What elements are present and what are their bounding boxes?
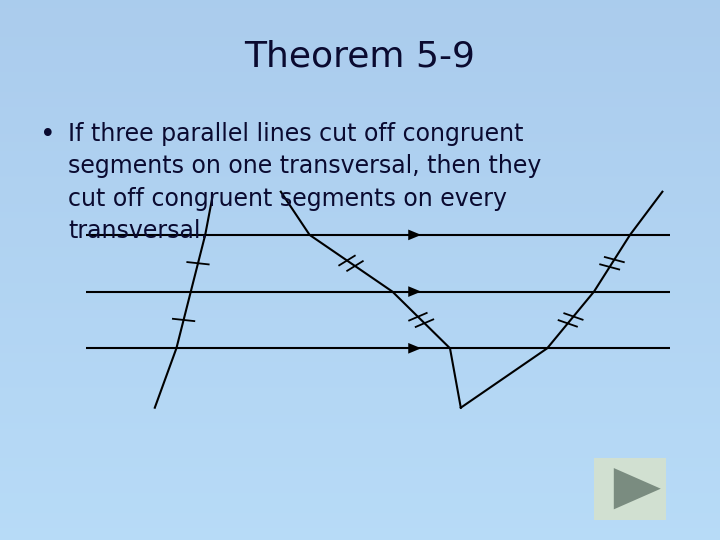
Polygon shape: [408, 230, 421, 240]
Polygon shape: [614, 468, 661, 509]
Polygon shape: [408, 343, 421, 354]
Polygon shape: [408, 286, 421, 297]
Text: Theorem 5-9: Theorem 5-9: [245, 40, 475, 73]
Text: If three parallel lines cut off congruent
segments on one transversal, then they: If three parallel lines cut off congruen…: [68, 122, 541, 243]
Text: •: •: [40, 122, 55, 147]
Bar: [594, 458, 666, 519]
